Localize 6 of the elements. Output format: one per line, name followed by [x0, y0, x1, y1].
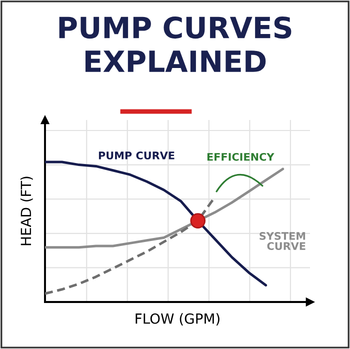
text: SYSTEM CURVE	[260, 232, 306, 250]
text: EFFICIENCY	[207, 152, 274, 161]
y-axis-title: HEAD (FT)	[20, 176, 33, 246]
x-axis-title: FLOW (GPM)	[136, 313, 220, 326]
series-label: PUMP CURVE	[98, 152, 174, 160]
chart-title: PUMP CURVES EXPLAINED	[59, 16, 292, 72]
